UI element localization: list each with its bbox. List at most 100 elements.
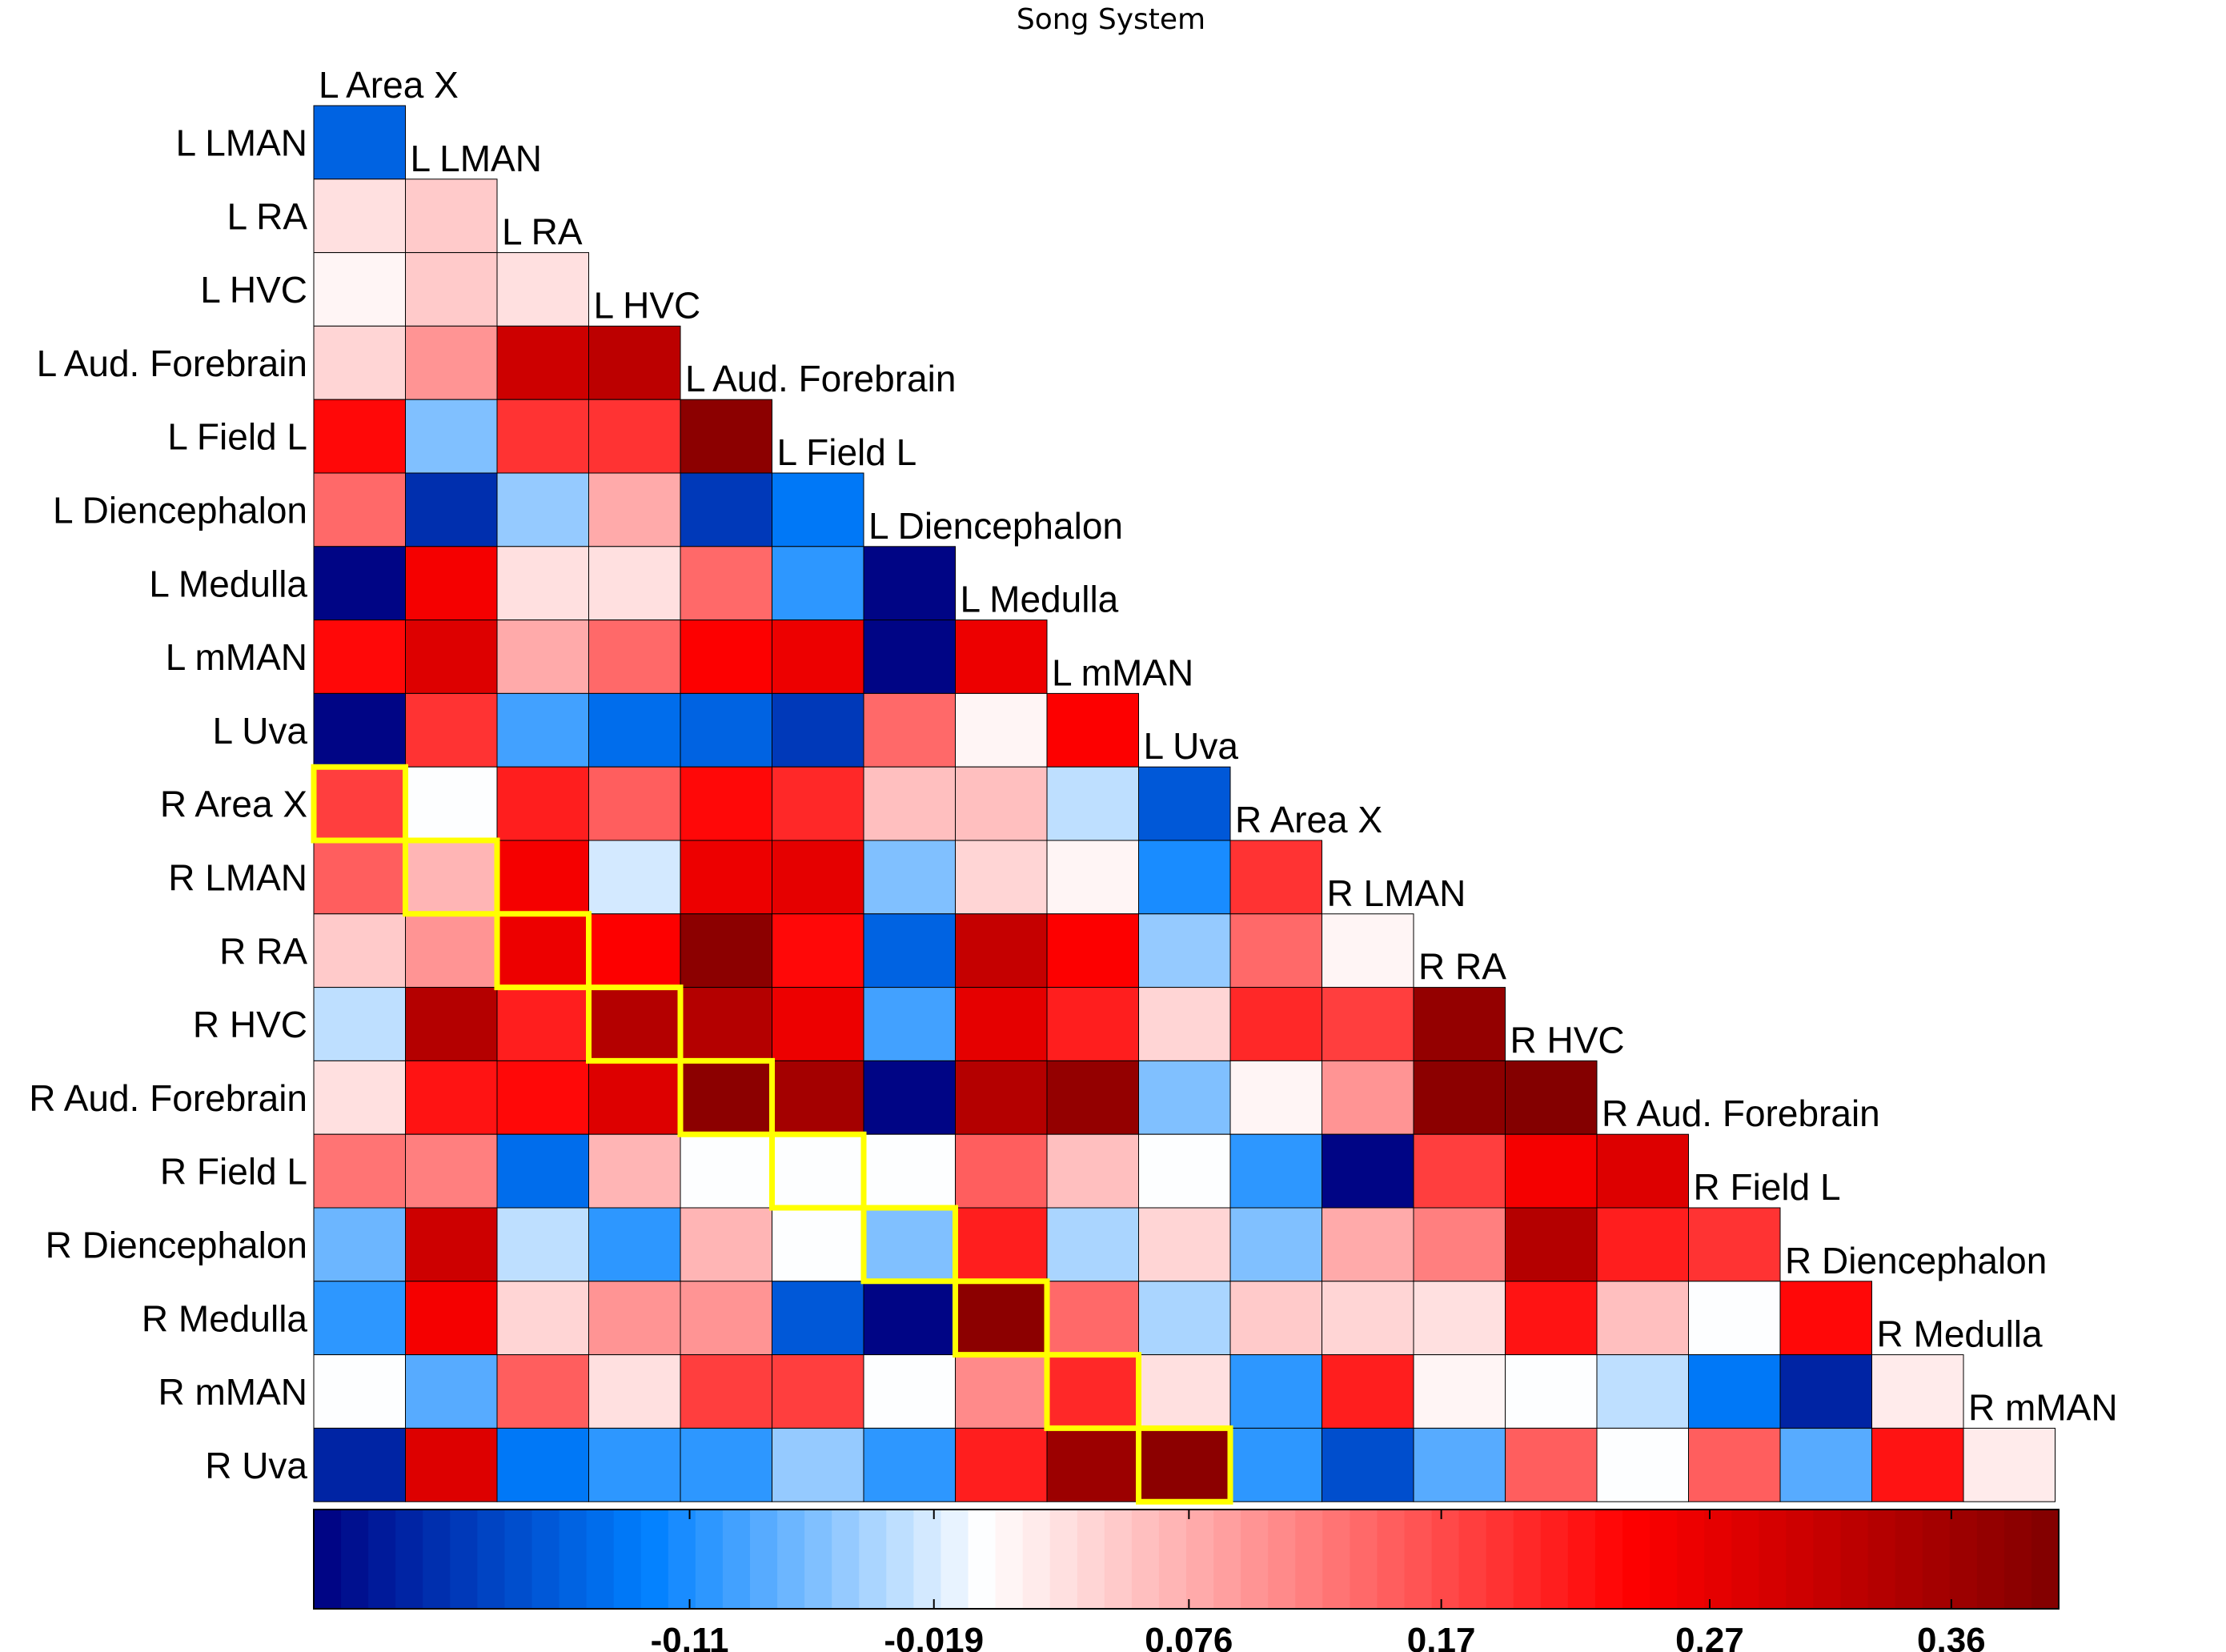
heatmap-cell	[772, 692, 864, 768]
colorbar-swatch	[750, 1510, 778, 1609]
colorbar-swatch	[1377, 1510, 1406, 1609]
heatmap-cell	[955, 620, 1048, 694]
heatmap-cell	[1779, 1281, 1872, 1356]
heatmap-cell	[955, 1207, 1048, 1282]
colorbar-swatch	[477, 1510, 506, 1609]
heatmap-cell	[405, 1060, 498, 1135]
heatmap-cell	[680, 546, 772, 621]
heatmap-cell	[1596, 1427, 1689, 1502]
colorbar-swatch	[1350, 1510, 1378, 1609]
heatmap-cell	[1963, 1427, 2056, 1502]
heatmap-cell	[313, 399, 406, 474]
heatmap-cell	[1046, 1427, 1139, 1502]
heatmap-cell	[1322, 1281, 1414, 1356]
heatmap-cell	[313, 987, 406, 1061]
heatmap-cell	[588, 840, 681, 915]
heatmap-cell	[588, 399, 681, 474]
row-label: R LMAN	[168, 856, 307, 898]
row-label: L LMAN	[176, 122, 307, 163]
row-label: L Field L	[167, 416, 307, 458]
heatmap-cell	[1229, 1281, 1322, 1356]
colorbar-tick-label: -0.019	[884, 1621, 984, 1652]
heatmap-cell	[588, 987, 681, 1061]
heatmap-cell	[588, 325, 681, 400]
heatmap-cell	[1229, 987, 1322, 1061]
heatmap-cell	[863, 1060, 956, 1135]
heatmap-cell	[313, 1427, 406, 1502]
heatmap-cell	[772, 1281, 864, 1356]
column-label: L HVC	[594, 284, 701, 326]
heatmap-cell	[313, 1133, 406, 1209]
heatmap-cell	[680, 766, 772, 841]
colorbar-tick-label: 0.076	[1145, 1621, 1233, 1652]
heatmap-cell	[863, 692, 956, 768]
colorbar-swatch	[859, 1510, 887, 1609]
heatmap-cell	[1138, 913, 1231, 988]
heatmap-cell	[863, 1207, 956, 1282]
heatmap-cell	[405, 766, 498, 841]
column-label: L Area X	[319, 64, 459, 106]
colorbar-swatch	[1213, 1510, 1241, 1609]
heatmap-cell	[680, 913, 772, 988]
heatmap-cell	[772, 1133, 864, 1209]
colorbar-swatch	[1322, 1510, 1350, 1609]
colorbar-swatch	[1840, 1510, 1869, 1609]
colorbar-swatch	[1813, 1510, 1842, 1609]
row-label: R Aud. Forebrain	[29, 1077, 307, 1119]
heatmap-cell	[405, 472, 498, 547]
column-label: R Medulla	[1877, 1313, 2044, 1355]
heatmap-cell	[1046, 1354, 1139, 1429]
colorbar-swatch	[314, 1510, 342, 1609]
colorbar-swatch	[1513, 1510, 1542, 1609]
heatmap-cell	[313, 620, 406, 694]
colorbar-swatch	[559, 1510, 588, 1609]
heatmap-cell	[1871, 1354, 1964, 1429]
column-label: L Medulla	[961, 579, 1119, 620]
heatmap-cell	[405, 692, 498, 768]
colorbar-swatch	[886, 1510, 914, 1609]
column-label: R RA	[1418, 946, 1506, 988]
heatmap-cell	[588, 620, 681, 694]
heatmap-cell	[680, 1281, 772, 1356]
heatmap-cell	[405, 620, 498, 694]
heatmap-cell	[680, 1354, 772, 1429]
colorbar-swatch	[1976, 1510, 2005, 1609]
colorbar-swatch	[531, 1510, 560, 1609]
colorbar-tick-label: 0.17	[1407, 1621, 1476, 1652]
heatmap-cell	[588, 472, 681, 547]
column-label: L Diencephalon	[868, 505, 1123, 547]
column-label: R Field L	[1694, 1166, 1841, 1208]
column-label: L Field L	[777, 431, 917, 473]
colorbar-swatch	[1704, 1510, 1732, 1609]
heatmap-cell	[1138, 987, 1231, 1061]
column-label: L LMAN	[411, 138, 542, 179]
row-label: R Field L	[160, 1151, 307, 1193]
heatmap-cell	[772, 840, 864, 915]
colorbar-swatch	[1567, 1510, 1596, 1609]
row-label: L RA	[227, 195, 307, 237]
heatmap-cell	[680, 987, 772, 1061]
heatmap-cell	[313, 1060, 406, 1135]
colorbar-swatch	[777, 1510, 805, 1609]
heatmap-cell	[313, 1281, 406, 1356]
heatmap-cell	[955, 1133, 1048, 1209]
row-label: L Medulla	[149, 563, 307, 604]
heatmap-cell	[588, 1207, 681, 1282]
heatmap-cell	[1596, 1207, 1689, 1282]
row-label: L HVC	[200, 269, 307, 311]
heatmap-cell	[313, 252, 406, 327]
heatmap-cell	[863, 840, 956, 915]
heatmap-cell	[1138, 1060, 1231, 1135]
heatmap-cell	[1413, 1281, 1506, 1356]
heatmap-cell	[1229, 913, 1322, 988]
heatmap-cell	[1229, 840, 1322, 915]
heatmap-cell	[1046, 1281, 1139, 1356]
heatmap-cell	[496, 399, 589, 474]
heatmap-cell	[863, 1281, 956, 1356]
heatmap-cell	[405, 1427, 498, 1502]
heatmap-cell	[405, 252, 498, 327]
heatmap-cell	[496, 1281, 589, 1356]
heatmap-cell	[863, 1427, 956, 1502]
highlight-outline	[311, 764, 1233, 1505]
heatmap-cell	[1229, 1427, 1322, 1502]
